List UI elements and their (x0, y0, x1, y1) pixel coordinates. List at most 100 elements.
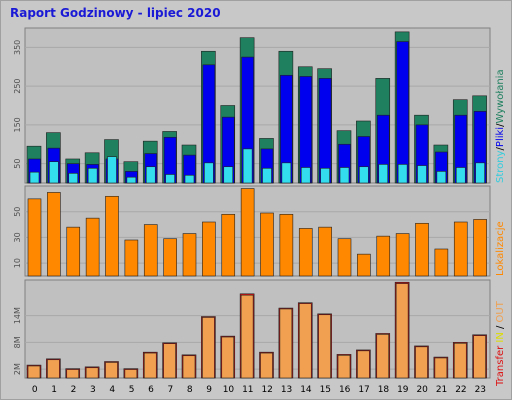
xtick-20: 20 (416, 385, 428, 395)
transfer-panel-bar-s1-5 (124, 369, 138, 379)
locations-side-label: Lokalizacje (495, 221, 506, 276)
hits-panel-bar-s2-4 (107, 156, 117, 184)
transfer-panel-bar-s1-8 (182, 355, 196, 379)
side-label-pliki: Pliki (495, 127, 506, 147)
locations-panel-bar-s0-23 (473, 219, 487, 277)
locations-panel-bar-s0-0 (27, 198, 42, 277)
side-label-sep-1: / (495, 146, 506, 150)
page-title: Raport Godzinowy - lipiec 2020 (10, 6, 221, 20)
transfer-panel-bar-s1-21 (434, 357, 448, 379)
hits-panel-bar-s2-1 (49, 161, 59, 184)
transfer-panel-bar-s1-20 (415, 346, 428, 379)
hits-panel-bar-s2-3 (87, 167, 98, 184)
hits-panel-area (24, 27, 491, 184)
transfer-panel-area (24, 279, 491, 379)
hits-panel-bar-s2-23 (475, 162, 485, 184)
hits-panel-bar-s2-20 (417, 165, 427, 184)
xtick-11: 11 (242, 385, 253, 395)
transfer-panel-bar-s1-2 (66, 369, 80, 379)
hits-panel-bar-s2-12 (262, 167, 272, 184)
hits-panel-bar-s2-13 (281, 162, 292, 184)
xtick-14: 14 (300, 385, 312, 395)
xtick-7: 7 (167, 385, 173, 395)
side-label-strony: Strony (495, 150, 506, 183)
transfer-panel-bar-s1-1 (47, 359, 60, 379)
xtick-0: 0 (32, 385, 38, 395)
side-label-in: IN (495, 332, 506, 346)
transfer-panel-bar-s1-0 (27, 365, 41, 379)
transfer-panel-ytick-1: 8M (13, 336, 22, 348)
locations-panel-bar-s0-3 (85, 217, 100, 277)
locations-panel-bar-s0-15 (318, 226, 332, 277)
transfer-panel-bar-s1-14 (298, 303, 312, 379)
transfer-panel-bar-s1-18 (376, 334, 390, 379)
hits-panel-ytick-3: 350 (13, 40, 22, 55)
locations-panel-bar-s0-7 (163, 238, 177, 277)
xtick-4: 4 (109, 385, 115, 395)
xtick-5: 5 (129, 385, 135, 395)
locations-panel-bar-s0-21 (434, 248, 449, 277)
locations-panel-bar-s0-10 (221, 213, 236, 277)
transfer-panel-bar-s1-7 (163, 343, 176, 379)
hits-panel-bar-s2-15 (320, 167, 330, 184)
hits-panel-bar-s2-2 (68, 173, 79, 184)
hits-panel-bar-s2-21 (436, 171, 447, 184)
xtick-8: 8 (187, 385, 193, 395)
transfer-panel-ytick-2: 14M (13, 307, 22, 324)
side-label-sep-2: / (495, 123, 506, 127)
xtick-23: 23 (475, 385, 486, 395)
hits-panel-bar-s2-10 (223, 166, 234, 184)
transfer-panel-bar-s1-22 (453, 342, 467, 379)
hits-panel-bar-s1-19 (396, 41, 409, 184)
transfer-panel-ytick-0: 2M (13, 363, 22, 375)
hits-panel-bar-s2-14 (300, 167, 311, 184)
side-label-out: OUT (495, 300, 506, 322)
locations-panel-bar-s0-6 (143, 224, 158, 277)
xtick-15: 15 (320, 385, 331, 395)
xtick-3: 3 (90, 385, 96, 395)
transfer-side-label: Transfer IN / OUT (495, 300, 506, 387)
hits-panel-ytick-1: 150 (13, 117, 22, 132)
hits-panel-bar-s2-16 (339, 167, 350, 184)
xtick-9: 9 (206, 385, 212, 395)
hits-panel-bar-s2-7 (165, 174, 175, 184)
transfer-panel-bar-s1-11 (240, 294, 254, 379)
locations-panel-ytick-1: 30 (13, 232, 22, 242)
transfer-panel-bar-s1-23 (473, 335, 486, 379)
transfer-panel-bar-s1-3 (85, 367, 99, 379)
locations-panel-ytick-0: 10 (13, 258, 22, 268)
hits-panel-bar-s2-11 (242, 148, 253, 184)
locations-panel-bar-s0-17 (357, 253, 371, 277)
locations-panel-bar-s0-1 (47, 192, 61, 277)
locations-panel-bar-s0-8 (182, 233, 197, 277)
transfer-panel-bar-s1-15 (318, 314, 331, 379)
xtick-16: 16 (339, 385, 351, 395)
xtick-18: 18 (378, 385, 390, 395)
locations-panel-bar-s0-4 (105, 195, 119, 277)
locations-panel-bar-s0-13 (279, 213, 294, 277)
hits-panel-bar-s1-15 (318, 78, 332, 184)
hits-panel-bar-s2-17 (359, 166, 369, 184)
transfer-panel-bar-s1-12 (260, 352, 273, 379)
hits-panel-bar-s2-8 (184, 174, 195, 184)
locations-panel-bar-s0-20 (415, 222, 429, 277)
transfer-panel-bar-s1-16 (337, 354, 351, 379)
transfer-panel-bar-s1-4 (105, 362, 118, 379)
transfer-panel-bar-s1-13 (279, 308, 293, 379)
locations-panel-bar-s0-12 (260, 212, 274, 277)
side-label-transfer: Transfer (495, 345, 506, 387)
hits-panel-bar-s2-6 (145, 166, 156, 184)
locations-panel-bar-s0-9 (202, 221, 216, 277)
hits-panel-bar-s2-9 (204, 162, 214, 184)
hits-panel-bar-s2-5 (126, 176, 137, 184)
locations-panel-area (24, 185, 491, 277)
hits-panel-bar-s1-14 (299, 76, 313, 184)
xtick-10: 10 (223, 385, 235, 395)
xtick-12: 12 (261, 385, 272, 395)
transfer-panel-bar-s1-6 (143, 352, 157, 379)
side-label-slash: / (495, 322, 506, 332)
locations-panel-bar-s0-11 (240, 188, 255, 277)
locations-panel-bar-s0-18 (376, 235, 391, 277)
xtick-2: 2 (71, 385, 77, 395)
hits-panel-bar-s2-18 (378, 164, 389, 184)
